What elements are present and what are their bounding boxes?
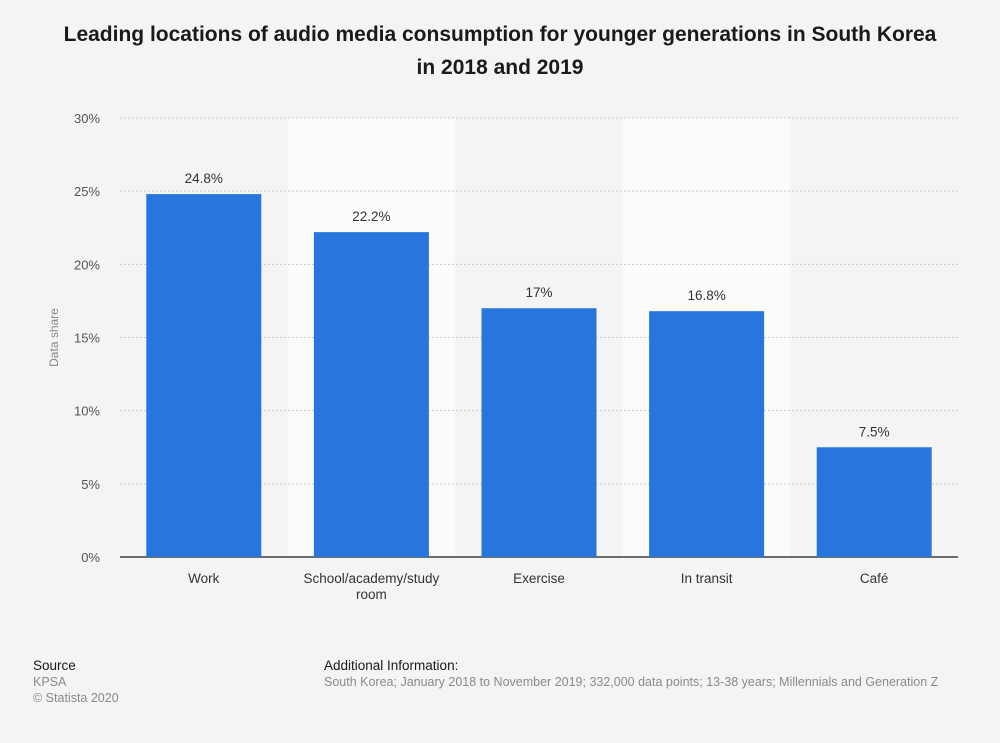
x-tick-label: Work — [188, 571, 220, 586]
bar — [146, 194, 262, 558]
x-tick-label: Café — [860, 571, 889, 586]
bar — [816, 447, 932, 557]
y-tick-label: 10% — [74, 404, 100, 419]
bar — [481, 308, 597, 557]
bar-value-label: 22.2% — [352, 209, 390, 224]
bar-chart: 0% 5% 10% 15% 20% 25% 30% Data share 24.8% Work 22… — [47, 111, 958, 602]
source-name: KPSA — [33, 675, 67, 689]
bar — [649, 311, 765, 557]
y-tick-label: 5% — [81, 477, 100, 492]
source-heading: Source — [33, 658, 76, 673]
bar-value-label: 7.5% — [859, 424, 890, 439]
source-block: Source KPSA © Statista 2020 — [33, 658, 119, 706]
x-tick-label: room — [356, 587, 387, 602]
bar-value-label: 17% — [525, 285, 552, 300]
bar — [313, 232, 429, 557]
additional-info-block: Additional Information: South Korea; Jan… — [324, 658, 938, 690]
x-tick-label: Exercise — [513, 571, 565, 586]
x-tick-label: In transit — [681, 571, 733, 586]
info-text: South Korea; January 2018 to November 20… — [324, 675, 939, 689]
y-tick-label: 25% — [74, 184, 100, 199]
y-axis-label: Data share — [47, 308, 61, 367]
chart-title: Leading locations of audio media consump… — [63, 23, 937, 79]
y-tick-label: 30% — [74, 111, 100, 126]
copyright: © Statista 2020 — [33, 691, 119, 705]
info-heading: Additional Information: — [324, 658, 459, 673]
bar-value-label: 24.8% — [185, 171, 223, 186]
y-tick-label: 20% — [74, 257, 100, 272]
y-tick-label: 0% — [81, 550, 100, 565]
y-tick-label: 15% — [74, 331, 100, 346]
x-tick-label: School/academy/study — [303, 571, 439, 586]
bar-value-label: 16.8% — [687, 288, 725, 303]
